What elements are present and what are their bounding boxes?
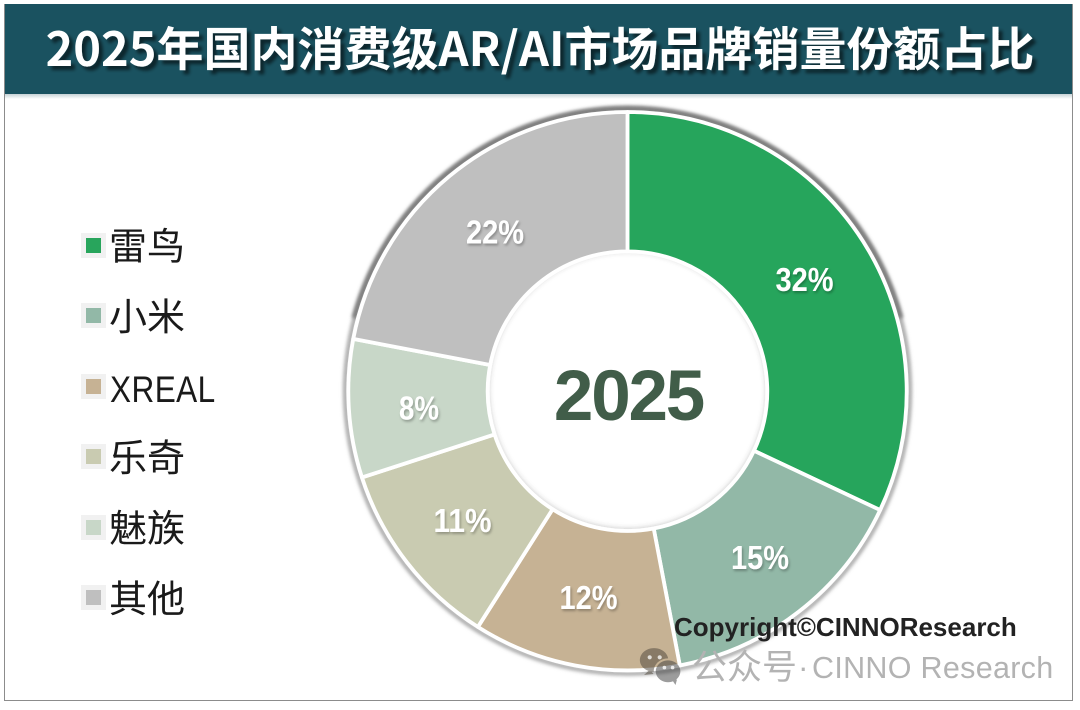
svg-text:8%: 8%	[399, 390, 439, 427]
svg-text:·: ·	[798, 649, 809, 685]
svg-text:12%: 12%	[560, 579, 618, 616]
svg-text:CINNO Research: CINNO Research	[812, 651, 1053, 685]
svg-text:32%: 32%	[776, 261, 834, 298]
svg-text:2025: 2025	[554, 357, 704, 436]
svg-text:22%: 22%	[466, 214, 524, 251]
svg-text:15%: 15%	[731, 539, 789, 576]
svg-text:11%: 11%	[434, 502, 492, 539]
